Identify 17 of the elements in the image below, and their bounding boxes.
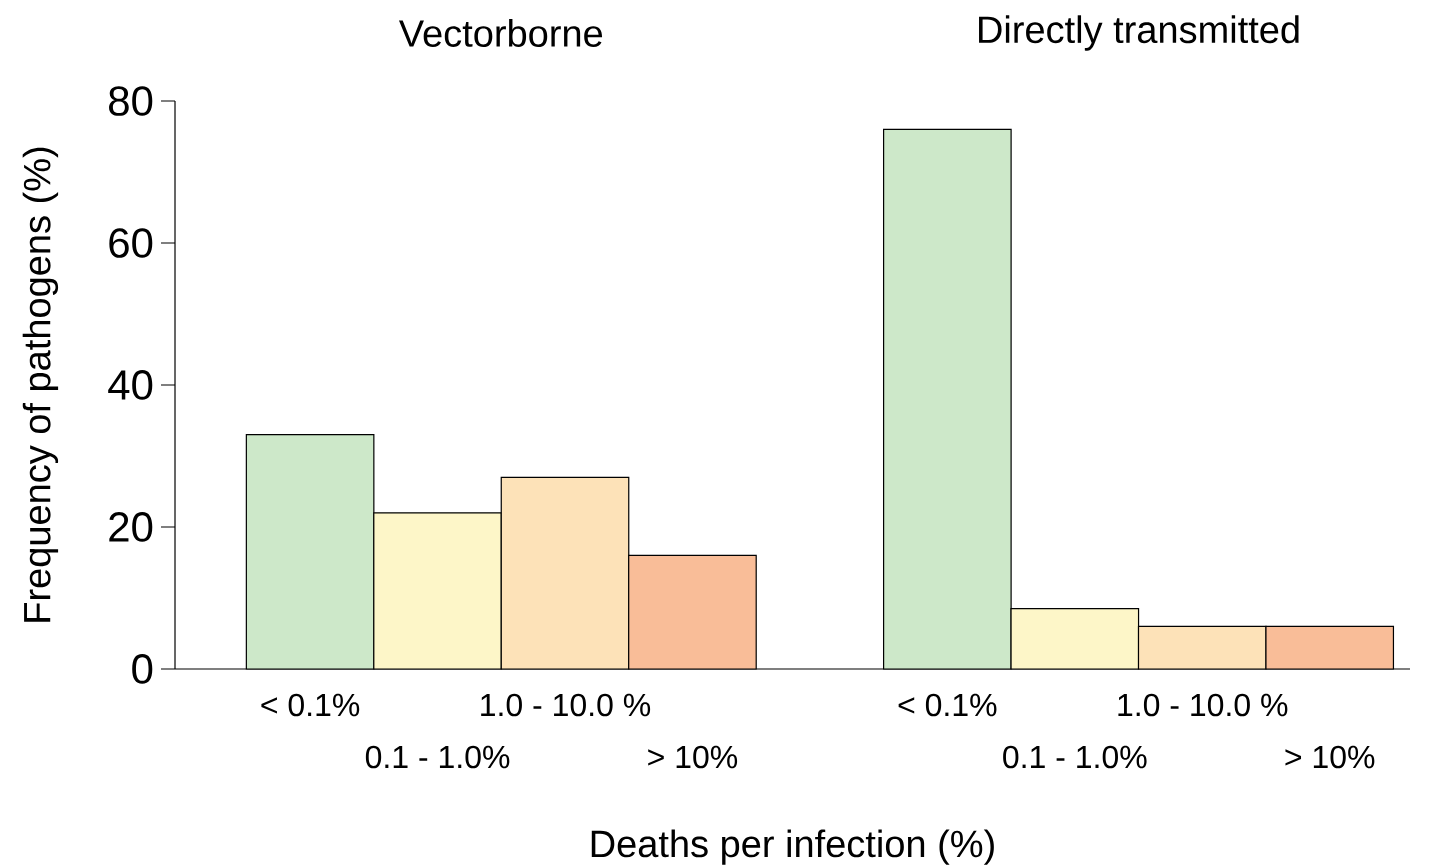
x-tick-label: < 0.1% bbox=[261, 693, 360, 717]
y-tick-label: 80 bbox=[109, 86, 153, 116]
x-tick-label: 0.1 - 1.0% bbox=[365, 745, 510, 769]
x-tick-label: > 10% bbox=[1285, 745, 1375, 769]
y-tick-label: 0 bbox=[132, 654, 153, 684]
x-tick-label: > 10% bbox=[648, 745, 738, 769]
x-axis-title: Deaths per infection (%) bbox=[591, 829, 994, 865]
y-tick-label: 40 bbox=[108, 370, 153, 400]
y-tick-label: 60 bbox=[109, 228, 153, 258]
text: Directly transmitted bbox=[979, 15, 1299, 51]
x-tick-label: 0.1 - 1.0% bbox=[1003, 745, 1147, 769]
x-tick-label: < 0.1% bbox=[898, 693, 997, 717]
text: Vectorborne bbox=[398, 19, 603, 47]
x-tick-label: 1.0 - 10.0 % bbox=[481, 693, 651, 717]
y-tick-label: 20 bbox=[109, 512, 153, 542]
y-axis-title: Frequency of pathogens (%) bbox=[22, 147, 59, 622]
x-tick-label: 1.0 - 10.0 % bbox=[1118, 693, 1288, 717]
